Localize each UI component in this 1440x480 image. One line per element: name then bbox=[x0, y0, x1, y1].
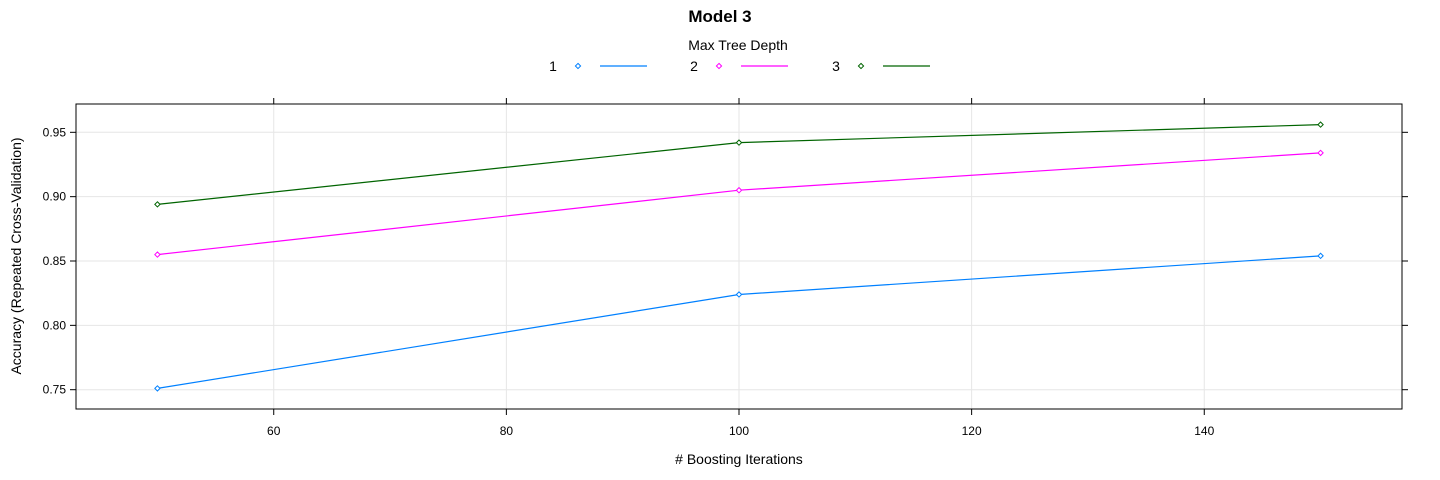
series-point-2 bbox=[154, 251, 161, 258]
series-point-3 bbox=[154, 201, 161, 208]
legend-label-1: 1 bbox=[549, 58, 557, 74]
legend-label-2: 2 bbox=[690, 58, 698, 74]
legend-marker-2 bbox=[715, 62, 723, 70]
legend-marker-1 bbox=[574, 62, 582, 70]
series-point-1 bbox=[735, 291, 743, 298]
grid bbox=[76, 104, 1402, 409]
legend-marker-3 bbox=[857, 62, 865, 70]
legend: 1 2 3 bbox=[549, 58, 930, 74]
y-tick-label: 0.75 bbox=[43, 383, 67, 397]
series-point-2 bbox=[1317, 149, 1324, 157]
y-tick-label: 0.90 bbox=[43, 190, 67, 204]
axis-ticks: 60 80 100 120 140 0.75 0.80 0.85 0.90 0.95 bbox=[43, 98, 1408, 438]
series-point-1 bbox=[1317, 252, 1324, 260]
x-axis-label: # Boosting Iterations bbox=[675, 451, 803, 467]
series-point-3 bbox=[735, 139, 743, 146]
y-tick-label: 0.85 bbox=[43, 254, 67, 268]
chart-title: Model 3 bbox=[688, 7, 751, 26]
series-layer bbox=[154, 121, 1324, 392]
y-axis-label: Accuracy (Repeated Cross-Validation) bbox=[8, 137, 24, 374]
series-point-2 bbox=[735, 186, 743, 194]
y-tick-label: 0.80 bbox=[43, 318, 67, 332]
series-point-1 bbox=[154, 385, 161, 392]
series-point-3 bbox=[1317, 121, 1324, 128]
x-tick-label: 100 bbox=[729, 424, 749, 438]
x-tick-label: 80 bbox=[500, 424, 514, 438]
x-tick-label: 140 bbox=[1194, 424, 1214, 438]
legend-label-3: 3 bbox=[832, 58, 840, 74]
legend-title: Max Tree Depth bbox=[688, 37, 788, 53]
x-tick-label: 60 bbox=[267, 424, 281, 438]
x-tick-label: 120 bbox=[962, 424, 982, 438]
y-tick-label: 0.95 bbox=[43, 125, 67, 139]
